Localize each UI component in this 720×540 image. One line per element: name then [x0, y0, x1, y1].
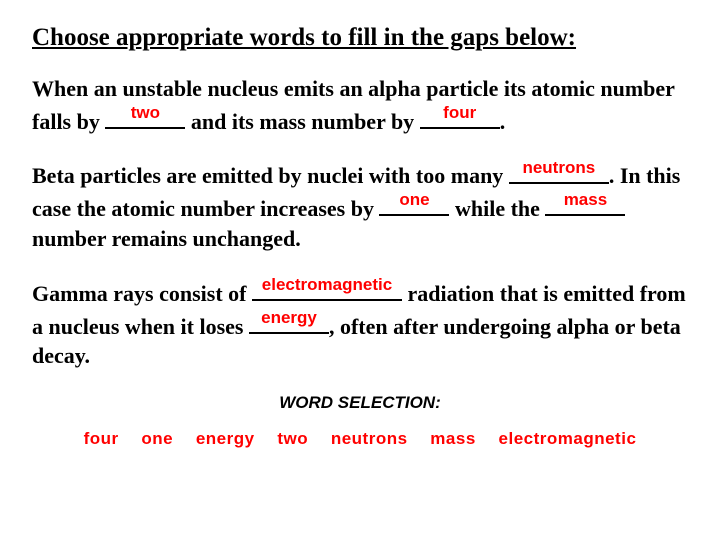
word-bank: four one energy two neutrons mass electr…: [32, 429, 688, 449]
text-run: while the: [449, 196, 545, 221]
text-run: Beta particles are emitted by nuclei wit…: [32, 164, 509, 189]
blank-mass-falls[interactable]: four: [420, 104, 500, 129]
answer-two: two: [105, 102, 185, 125]
answer-one: one: [379, 189, 449, 212]
page-title: Choose appropriate words to fill in the …: [32, 24, 688, 52]
answer-four: four: [420, 102, 500, 125]
blank-number-unchanged[interactable]: mass: [545, 191, 625, 216]
word-selection-label: WORD SELECTION:: [32, 393, 688, 413]
text-run: .: [500, 109, 506, 134]
text-run: and its mass number by: [185, 109, 419, 134]
answer-energy: energy: [249, 307, 329, 330]
word-option[interactable]: mass: [430, 429, 475, 448]
word-option[interactable]: energy: [196, 429, 255, 448]
blank-loses[interactable]: energy: [249, 309, 329, 334]
word-option[interactable]: electromagnetic: [499, 429, 637, 448]
answer-mass: mass: [545, 189, 625, 212]
word-option[interactable]: two: [277, 429, 308, 448]
paragraph-beta: Beta particles are emitted by nuclei wit…: [32, 158, 688, 253]
blank-radiation-type[interactable]: electromagnetic: [252, 276, 402, 301]
blank-too-many[interactable]: neutrons: [509, 158, 609, 183]
blank-increases-by[interactable]: one: [379, 191, 449, 216]
paragraph-gamma: Gamma rays consist of electromagnetic ra…: [32, 276, 688, 371]
word-option[interactable]: neutrons: [331, 429, 408, 448]
paragraph-alpha: When an unstable nucleus emits an alpha …: [32, 74, 688, 136]
blank-atomic-falls[interactable]: two: [105, 104, 185, 129]
word-option[interactable]: one: [141, 429, 173, 448]
answer-electromagnetic: electromagnetic: [252, 274, 402, 297]
worksheet-page: Choose appropriate words to fill in the …: [0, 0, 720, 449]
word-option[interactable]: four: [84, 429, 119, 448]
text-run: number remains unchanged.: [32, 226, 301, 251]
answer-neutrons: neutrons: [509, 157, 609, 180]
text-run: Gamma rays consist of: [32, 281, 252, 306]
